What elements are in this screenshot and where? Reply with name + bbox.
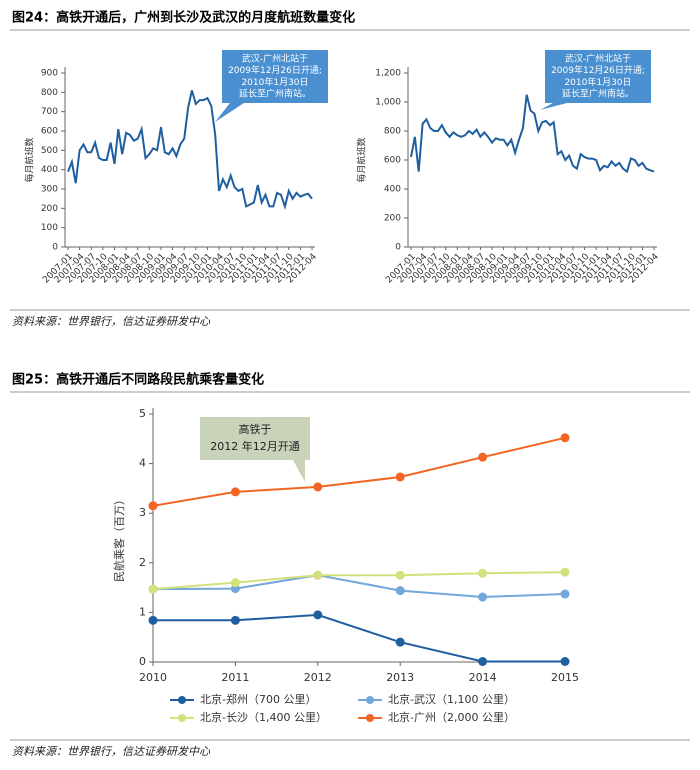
- figure-title: 图25：高铁开通后不同路段民航乘客量变化: [12, 372, 264, 388]
- legend-marker: [366, 696, 374, 704]
- legend-label: 北京-广州（2,000 公里）: [388, 710, 515, 724]
- series-line: [152, 574, 566, 599]
- series-line: [67, 90, 313, 210]
- data-point: [230, 615, 240, 625]
- callout: [215, 50, 328, 122]
- y-tick-label: 0: [52, 243, 58, 253]
- y-tick-label: 1,000: [375, 98, 401, 108]
- x-tick-label: 2014: [469, 671, 497, 684]
- x-tick-label: 2011: [221, 671, 249, 684]
- y-tick-label: 2: [139, 556, 146, 569]
- y-tick-label: 600: [41, 127, 58, 137]
- figure-title: 图24：高铁开通后，广州到长沙及武汉的月度航班数量变化: [12, 10, 355, 26]
- x-tick-label: 2012: [304, 671, 332, 684]
- data-point: [148, 584, 158, 594]
- y-tick-label: 5: [139, 407, 146, 420]
- y-tick-label: 0: [395, 243, 401, 253]
- y-tick-label: 100: [41, 223, 58, 233]
- y-tick-label: 3: [139, 506, 146, 519]
- data-point: [560, 433, 570, 443]
- y-tick-label: 500: [41, 146, 58, 156]
- legend-label: 北京-长沙（1,400 公里）: [200, 710, 327, 724]
- data-point: [560, 657, 570, 667]
- y-tick-label: 0: [139, 655, 146, 668]
- callout: [200, 417, 310, 482]
- data-point: [148, 501, 158, 511]
- series-line: [152, 436, 566, 507]
- callout-text: 2009年12月26日开通;: [228, 64, 322, 76]
- series-line: [410, 94, 655, 174]
- data-point: [560, 567, 570, 577]
- y-axis-label: 每月航班数: [356, 137, 368, 182]
- source: 资料来源：世界银行，信达证券研发中心: [12, 745, 211, 758]
- data-point: [478, 568, 488, 578]
- callout-text: 武汉-广州北站于: [565, 53, 631, 65]
- y-tick-label: 600: [384, 156, 401, 166]
- y-tick-label: 200: [384, 214, 401, 224]
- callout-text: 延长至广州南站。: [562, 87, 634, 99]
- data-point: [560, 589, 570, 599]
- y-tick-label: 400: [384, 185, 401, 195]
- data-point: [395, 637, 405, 647]
- y-tick-label: 400: [41, 165, 58, 175]
- y-tick-label: 1: [139, 605, 146, 618]
- y-axis-label: 每月航班数: [24, 137, 36, 182]
- data-point: [313, 482, 323, 492]
- source: 资料来源：世界银行，信达证券研发中心: [12, 315, 211, 328]
- y-tick-label: 700: [41, 107, 58, 117]
- callout-text: 2009年12月26日开通;: [551, 64, 645, 76]
- data-point: [478, 657, 488, 667]
- legend-label: 北京-郑州（700 公里）: [200, 692, 316, 706]
- data-point: [395, 586, 405, 596]
- legend-marker: [178, 696, 186, 704]
- data-point: [313, 570, 323, 580]
- y-axis-label: 民航乘客（百万）: [112, 494, 126, 582]
- data-point: [395, 570, 405, 580]
- legend-marker: [366, 714, 374, 722]
- callout-text: 高铁于: [239, 422, 272, 436]
- callout-text: 2010年1月30日: [241, 76, 308, 88]
- callout-text: 2010年1月30日: [564, 76, 631, 88]
- callout-text: 2012 年12月开通: [210, 439, 300, 453]
- y-tick-label: 800: [384, 127, 401, 137]
- callout-text: 延长至广州南站。: [239, 87, 311, 99]
- series-line: [153, 613, 565, 663]
- data-point: [230, 487, 240, 497]
- y-tick-label: 200: [41, 204, 58, 214]
- y-tick-label: 800: [41, 88, 58, 98]
- x-tick-label: 2015: [551, 671, 579, 684]
- data-point: [148, 615, 158, 625]
- y-tick-label: 1,200: [375, 69, 401, 79]
- data-point: [230, 578, 240, 588]
- data-point: [478, 592, 488, 602]
- callout-text: 武汉-广州北站于: [242, 53, 308, 65]
- legend-marker: [178, 714, 186, 722]
- y-tick-label: 300: [41, 185, 58, 195]
- series-line: [152, 571, 566, 591]
- x-tick-label: 2010: [139, 671, 167, 684]
- callout: [540, 50, 651, 110]
- y-tick-label: 900: [41, 69, 58, 79]
- y-tick-label: 4: [139, 457, 146, 470]
- data-point: [478, 452, 488, 462]
- data-point: [395, 472, 405, 482]
- x-tick-label: 2013: [386, 671, 414, 684]
- legend-label: 北京-武汉（1,100 公里）: [388, 692, 515, 706]
- data-point: [313, 610, 323, 620]
